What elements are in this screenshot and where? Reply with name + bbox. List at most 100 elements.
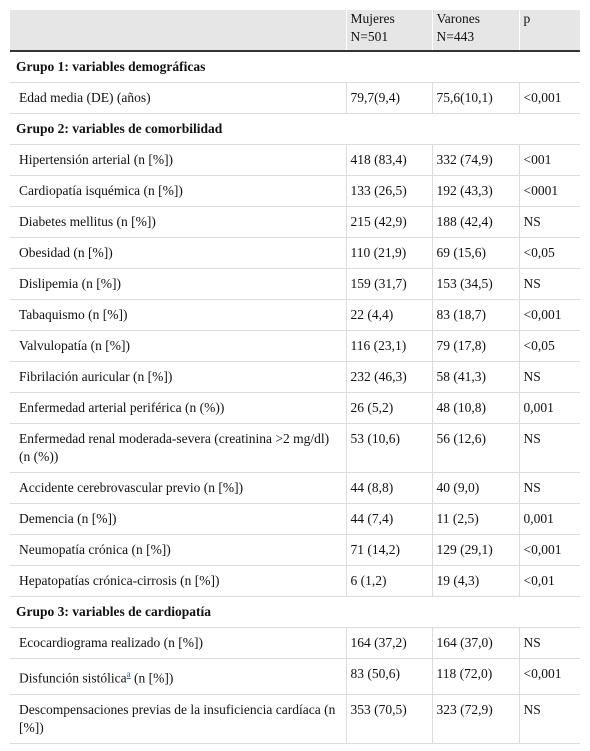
group-title: Grupo 1: variables demográficas xyxy=(10,51,580,83)
variable-label: Hepatopatías crónica-cirrosis (n [%]) xyxy=(10,565,346,597)
variable-label: Neumopatía crónica (n [%]) xyxy=(10,534,346,566)
data-table: Mujeres N=501 Varones N=443 p Grupo 1: v… xyxy=(10,10,580,744)
header-men: Varones N=443 xyxy=(431,10,519,52)
variable-label: Edad media (DE) (años) xyxy=(10,82,346,114)
group-header-row: Grupo 1: variables demográficas xyxy=(10,51,580,83)
men-value: 79 (17,8) xyxy=(431,330,519,362)
women-value: 79,7(9,4) xyxy=(345,82,432,114)
variable-label: Tabaquismo (n [%]) xyxy=(10,299,346,331)
header-men-label: Varones xyxy=(436,11,481,26)
men-value: 48 (10,8) xyxy=(431,392,519,424)
group-header-row: Grupo 3: variables de cardiopatía xyxy=(10,596,580,628)
variable-label-text: Disfunción sistólica xyxy=(19,670,127,686)
header-p: p xyxy=(518,10,580,52)
p-value: <0,001 xyxy=(518,658,580,695)
p-value: NS xyxy=(518,627,580,659)
table-row: Tabaquismo (n [%]) 22 (4,4) 83 (18,7) <0,00… xyxy=(10,299,580,331)
p-value: <0,001 xyxy=(518,299,580,331)
variable-label: Obesidad (n [%]) xyxy=(10,237,346,269)
p-value: <001 xyxy=(518,144,580,176)
table-container: Mujeres N=501 Varones N=443 p Grupo 1: v… xyxy=(10,0,580,744)
header-p-label: p xyxy=(523,11,531,26)
p-value: NS xyxy=(518,423,580,473)
table-row: Dislipemia (n [%]) 159 (31,7) 153 (34,5) NS xyxy=(10,268,580,300)
variable-label: Cardiopatía isquémica (n [%]) xyxy=(10,175,346,207)
men-value: 332 (74,9) xyxy=(431,144,519,176)
women-value: 26 (5,2) xyxy=(345,392,432,424)
p-value: NS xyxy=(518,361,580,393)
variable-label: Disfunción sistólicaa (n [%]) xyxy=(10,658,346,695)
table-row: Hepatopatías crónica-cirrosis (n [%]) 6 (… xyxy=(10,565,580,597)
table-row: Valvulopatía (n [%]) 116 (23,1) 79 (17,8) <… xyxy=(10,330,580,362)
variable-label: Valvulopatía (n [%]) xyxy=(10,330,346,362)
men-value: 129 (29,1) xyxy=(431,534,519,566)
header-women: Mujeres N=501 xyxy=(345,10,432,52)
table-body: Grupo 1: variables demográficas Edad medi… xyxy=(10,51,580,744)
header-blank xyxy=(10,10,346,52)
women-value: 164 (37,2) xyxy=(345,627,432,659)
table-row: Diabetes mellitus (n [%]) 215 (42,9) 188 (… xyxy=(10,206,580,238)
women-value: 215 (42,9) xyxy=(345,206,432,238)
men-value: 323 (72,9) xyxy=(431,694,519,744)
group-title: Grupo 3: variables de cardiopatía xyxy=(10,596,580,628)
women-value: 53 (10,6) xyxy=(345,423,432,473)
men-value: 164 (37,0) xyxy=(431,627,519,659)
p-value: <0,001 xyxy=(518,534,580,566)
table-header: Mujeres N=501 Varones N=443 p xyxy=(10,10,580,52)
variable-label: Hipertensión arterial (n [%]) xyxy=(10,144,346,176)
variable-label: Diabetes mellitus (n [%]) xyxy=(10,206,346,238)
women-value: 6 (1,2) xyxy=(345,565,432,597)
table-row: Cardiopatía isquémica (n [%]) 133 (26,5) 1… xyxy=(10,175,580,207)
p-value: NS xyxy=(518,206,580,238)
variable-label: Ecocardiograma realizado (n [%]) xyxy=(10,627,346,659)
p-value: NS xyxy=(518,268,580,300)
p-value: NS xyxy=(518,694,580,744)
footnote-link[interactable]: a xyxy=(126,669,131,679)
variable-label-suffix: (n [%]) xyxy=(130,670,174,686)
variable-label: Enfermedad renal moderada-severa (creati… xyxy=(10,423,346,473)
women-value: 353 (70,5) xyxy=(345,694,432,744)
group-title: Grupo 2: variables de comorbilidad xyxy=(10,113,580,145)
variable-label: Descompensaciones previas de la insufici… xyxy=(10,694,346,744)
table-row: Accidente cerebrovascular previo (n [%])… xyxy=(10,472,580,504)
table-row: Neumopatía crónica (n [%]) 71 (14,2) 129 (… xyxy=(10,534,580,566)
men-value: 192 (43,3) xyxy=(431,175,519,207)
men-value: 56 (12,6) xyxy=(431,423,519,473)
women-value: 133 (26,5) xyxy=(345,175,432,207)
men-value: 69 (15,6) xyxy=(431,237,519,269)
table-row: Disfunción sistólicaa (n [%]) 83 (50,6) 11… xyxy=(10,658,580,695)
men-value: 19 (4,3) xyxy=(431,565,519,597)
women-value: 418 (83,4) xyxy=(345,144,432,176)
table-row: Descompensaciones previas de la insufici… xyxy=(10,694,580,744)
variable-label: Enfermedad arterial periférica (n (%)) xyxy=(10,392,346,424)
table-row: Hipertensión arterial (n [%]) 418 (83,4) 3… xyxy=(10,144,580,176)
p-value: <0,05 xyxy=(518,330,580,362)
p-value: 0,001 xyxy=(518,503,580,535)
women-value: 159 (31,7) xyxy=(345,268,432,300)
men-value: 188 (42,4) xyxy=(431,206,519,238)
p-value: 0,001 xyxy=(518,392,580,424)
p-value: <0,01 xyxy=(518,565,580,597)
table-row: Enfermedad arterial periférica (n (%)) 26… xyxy=(10,392,580,424)
p-value: <0,05 xyxy=(518,237,580,269)
table-row: Edad media (DE) (años) 79,7(9,4) 75,6(10,1… xyxy=(10,82,580,114)
women-value: 44 (7,4) xyxy=(345,503,432,535)
women-value: 232 (46,3) xyxy=(345,361,432,393)
men-value: 153 (34,5) xyxy=(431,268,519,300)
p-value: <0,001 xyxy=(518,82,580,114)
women-value: 71 (14,2) xyxy=(345,534,432,566)
table-row: Fibrilación auricular (n [%]) 232 (46,3) 5… xyxy=(10,361,580,393)
men-value: 83 (18,7) xyxy=(431,299,519,331)
women-value: 22 (4,4) xyxy=(345,299,432,331)
group-header-row: Grupo 2: variables de comorbilidad xyxy=(10,113,580,145)
men-value: 118 (72,0) xyxy=(431,658,519,695)
men-value: 40 (9,0) xyxy=(431,472,519,504)
table-row: Demencia (n [%]) 44 (7,4) 11 (2,5) 0,001 xyxy=(10,503,580,535)
women-value: 110 (21,9) xyxy=(345,237,432,269)
women-value: 116 (23,1) xyxy=(345,330,432,362)
women-value: 83 (50,6) xyxy=(345,658,432,695)
women-value: 44 (8,8) xyxy=(345,472,432,504)
variable-label: Fibrilación auricular (n [%]) xyxy=(10,361,346,393)
p-value: <0001 xyxy=(518,175,580,207)
men-value: 11 (2,5) xyxy=(431,503,519,535)
